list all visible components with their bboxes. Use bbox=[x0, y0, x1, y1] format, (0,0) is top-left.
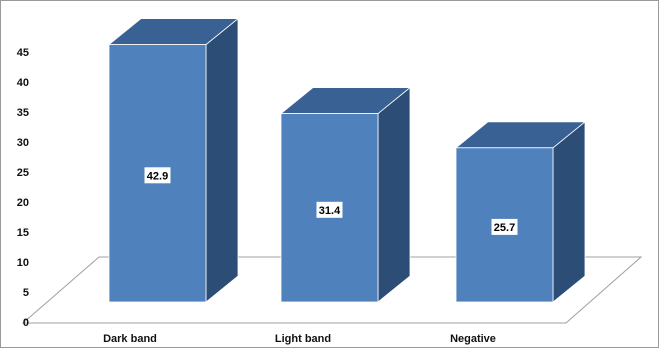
data-label-box bbox=[316, 201, 343, 218]
x-category-label: Light band bbox=[275, 333, 331, 345]
y-tick-label: 20 bbox=[17, 197, 29, 209]
data-label-box bbox=[144, 167, 171, 184]
y-tick-label: 0 bbox=[23, 317, 29, 329]
bar: 25.7 bbox=[454, 120, 587, 303]
y-tick-label: 35 bbox=[17, 107, 29, 119]
y-tick-label: 5 bbox=[23, 287, 29, 299]
data-label: 31.4 bbox=[319, 205, 341, 217]
x-axis-categories: Dark band Light band Negative bbox=[103, 333, 496, 345]
bar: 31.4 bbox=[279, 86, 412, 303]
x-category-label: Dark band bbox=[103, 333, 157, 345]
data-label: 25.7 bbox=[494, 222, 515, 234]
bar-side bbox=[377, 86, 411, 303]
bar-side bbox=[552, 120, 586, 303]
y-tick-label: 15 bbox=[17, 227, 29, 239]
y-tick-label: 25 bbox=[17, 167, 29, 179]
y-tick-label: 30 bbox=[17, 137, 29, 149]
data-label: 42.9 bbox=[147, 170, 168, 182]
y-tick-label: 45 bbox=[17, 47, 29, 59]
y-axis: 0 5 10 15 20 25 30 35 40 45 bbox=[17, 47, 29, 329]
bar: 42.9 bbox=[107, 17, 240, 303]
y-tick-label: 10 bbox=[17, 257, 29, 269]
x-category-label: Negative bbox=[450, 333, 496, 345]
y-tick-label: 40 bbox=[17, 77, 29, 89]
bars: 42.9 31.4 25.7 bbox=[107, 17, 587, 303]
bar-side bbox=[205, 17, 239, 303]
data-label-box bbox=[491, 218, 518, 235]
